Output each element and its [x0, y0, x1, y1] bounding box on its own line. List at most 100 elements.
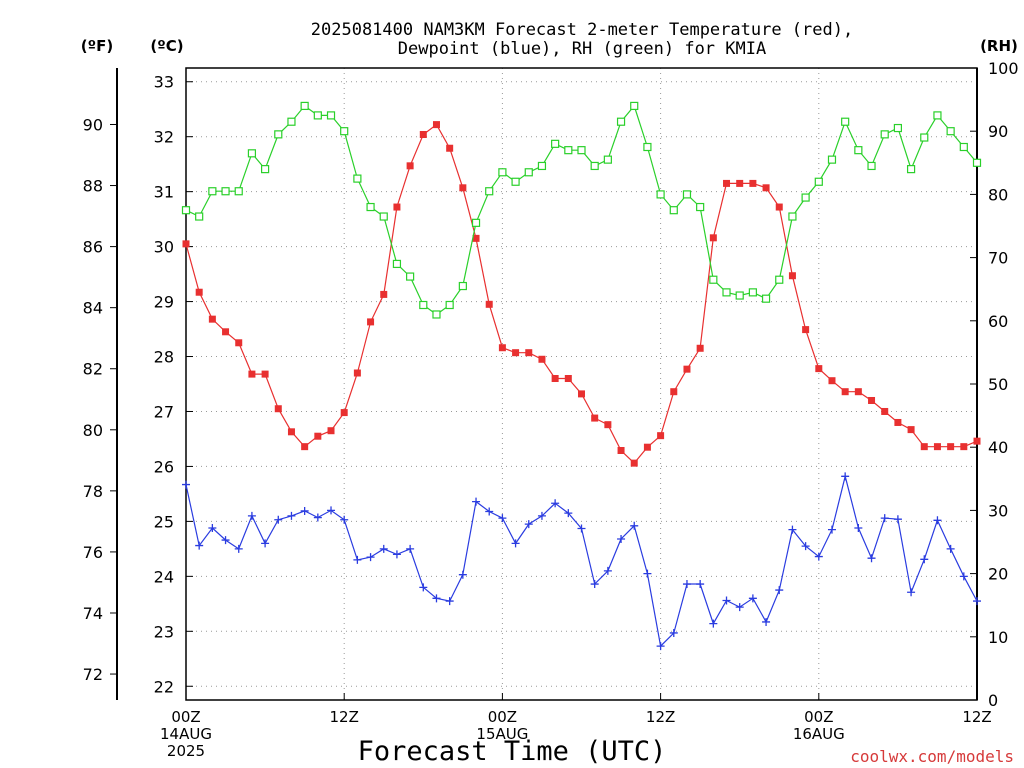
dewpoint-point [445, 597, 454, 606]
temperature-point [802, 326, 810, 334]
dewpoint-point [762, 617, 771, 626]
rh-point [722, 288, 731, 297]
rh-point [287, 117, 296, 126]
rh-point [959, 142, 968, 152]
temperature-point [538, 355, 546, 363]
plot-frame [185, 67, 978, 701]
credit-text: coolwx.com/models [850, 747, 1014, 766]
temperature-point [485, 300, 493, 308]
dewpoint-point [959, 572, 968, 581]
rh-point [920, 133, 929, 142]
temperature-point [578, 390, 585, 398]
temperature-point [854, 388, 862, 396]
rh-point [906, 165, 916, 174]
dewpoint-point [406, 544, 415, 553]
rh-point [445, 300, 454, 310]
fahrenheit-tick-label: 90 [83, 115, 103, 134]
temperature-point [498, 344, 506, 352]
dewpoint-point [340, 515, 349, 524]
rh-tick-label: 20 [988, 565, 1008, 584]
rh-point [696, 202, 705, 212]
rh-point [498, 168, 507, 177]
x-tick-label: 00Z [488, 708, 517, 726]
dewpoint-point [537, 511, 546, 520]
rh-point [616, 117, 626, 126]
rh-tick-label: 60 [988, 312, 1008, 331]
dewpoint-point [603, 566, 612, 575]
dewpoint-point [485, 507, 494, 516]
dewpoint-point [643, 569, 652, 578]
fahrenheit-tick-label: 84 [83, 299, 103, 318]
temperature-point [287, 428, 295, 436]
fahrenheit-tick-label: 78 [83, 482, 103, 501]
chart-title-line-2: Dewpoint (blue), RH (green) for KMIA [398, 39, 766, 59]
series-rh [181, 101, 982, 319]
rh-tick-label: 80 [988, 185, 1008, 204]
dewpoint-point [946, 544, 955, 553]
temperature-point [736, 179, 744, 187]
rh-point [854, 146, 863, 155]
rh-point [643, 142, 652, 152]
temperature-point [261, 370, 269, 378]
dewpoint-point [590, 580, 599, 589]
dewpoint-point [392, 550, 401, 559]
dewpoint-point [656, 642, 665, 651]
temperature-point [604, 421, 612, 429]
fahrenheit-tick-label: 76 [83, 543, 103, 562]
temperature-point [723, 179, 731, 187]
rh-point [748, 288, 757, 297]
dewpoint-point [432, 594, 441, 603]
dewpoint-point [682, 580, 691, 589]
temperature-point [393, 203, 401, 211]
x-tick-label: 12Z [962, 708, 991, 726]
rh-tick-label: 100 [988, 59, 1019, 78]
temperature-point [815, 365, 823, 373]
rh-point [867, 161, 876, 171]
grid-lines [186, 68, 977, 700]
rh-tick-label: 70 [988, 249, 1008, 268]
temperature-point [894, 418, 902, 426]
temperature-point [841, 388, 849, 396]
rh-tick-label: 90 [988, 122, 1008, 141]
temperature-point [353, 369, 361, 377]
rh-point [326, 111, 336, 120]
temperature-point [301, 443, 309, 451]
temperature-point [367, 318, 375, 326]
celsius-tick-label: 25 [154, 512, 174, 531]
temperature-point [380, 290, 388, 298]
axes [116, 67, 978, 701]
dewpoint-point [814, 552, 823, 561]
temperature-point [696, 344, 704, 352]
dewpoint-point [327, 506, 336, 515]
rh-point [247, 149, 257, 158]
temperature-point [709, 234, 717, 242]
rh-point [801, 193, 810, 202]
temperature-point [248, 370, 256, 378]
dewpoint-point [274, 515, 283, 524]
temperature-point [762, 184, 770, 192]
temperature-point [960, 443, 968, 451]
rh-point [195, 212, 204, 221]
rh-point [537, 161, 547, 171]
rh-tick-label: 50 [988, 375, 1008, 394]
chart-title-line-1: 2025081400 NAM3KM Forecast 2-meter Tempe… [311, 20, 853, 40]
dewpoint-point [564, 509, 573, 518]
rh-point [221, 187, 230, 196]
dewpoint-point [854, 523, 863, 532]
celsius-tick-label: 26 [154, 457, 174, 476]
rh-point [669, 206, 678, 215]
x-tick-label: 12Z [330, 708, 359, 726]
rh-point [485, 187, 494, 196]
temperature-line [185, 123, 978, 464]
x-axis-label: Forecast Time (UTC) [358, 736, 667, 767]
celsius-tick-label: 22 [154, 677, 174, 696]
temperature-point [920, 443, 928, 451]
dewpoint-point [234, 544, 243, 553]
rh-point [788, 212, 797, 221]
rh-point [590, 161, 599, 171]
dewpoint-point [379, 544, 388, 553]
dewpoint-point [458, 570, 467, 579]
dewpoint-point [366, 553, 375, 562]
celsius-tick-label: 33 [154, 73, 174, 92]
temperature-point [182, 240, 190, 248]
